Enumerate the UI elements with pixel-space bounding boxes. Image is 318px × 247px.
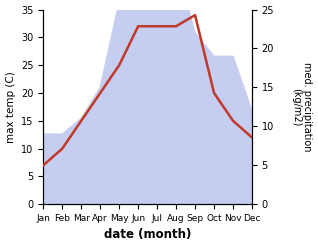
Y-axis label: med. precipitation
(kg/m2): med. precipitation (kg/m2) — [291, 62, 313, 152]
Y-axis label: max temp (C): max temp (C) — [5, 71, 16, 143]
X-axis label: date (month): date (month) — [104, 228, 191, 242]
